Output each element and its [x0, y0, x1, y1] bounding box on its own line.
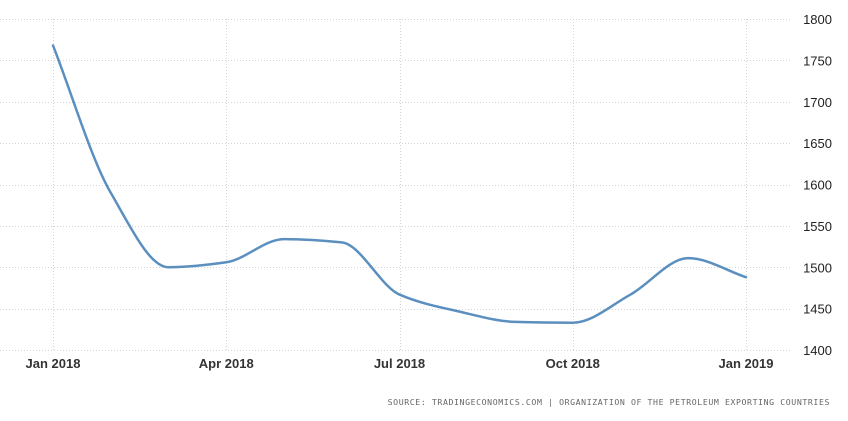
- grid-layer: [0, 19, 790, 351]
- y-tick-label: 1650: [803, 136, 832, 151]
- x-tick-label: Oct 2018: [546, 356, 600, 371]
- y-axis: 1400 1450 1500 1550 1600 1650 1700 1750 1800: [803, 12, 832, 358]
- x-tick-label: Jan 2019: [719, 356, 774, 371]
- source-note: SOURCE: TRADINGECONOMICS.COM | ORGANIZAT…: [387, 397, 830, 407]
- x-tick-label: Jan 2018: [26, 356, 81, 371]
- x-tick-label: Jul 2018: [374, 356, 425, 371]
- y-tick-label: 1400: [803, 343, 832, 358]
- y-tick-label: 1700: [803, 95, 832, 110]
- y-tick-label: 1500: [803, 260, 832, 275]
- x-axis: Jan 2018 Apr 2018 Jul 2018 Oct 2018 Jan 2019: [26, 356, 774, 371]
- y-tick-label: 1600: [803, 178, 832, 193]
- series-layer: [51, 44, 748, 324]
- y-tick-label: 1750: [803, 53, 832, 68]
- y-tick-label: 1800: [803, 12, 832, 27]
- x-tick-label: Apr 2018: [199, 356, 254, 371]
- series-line: [51, 44, 748, 324]
- y-tick-label: 1550: [803, 219, 832, 234]
- y-tick-label: 1450: [803, 302, 832, 317]
